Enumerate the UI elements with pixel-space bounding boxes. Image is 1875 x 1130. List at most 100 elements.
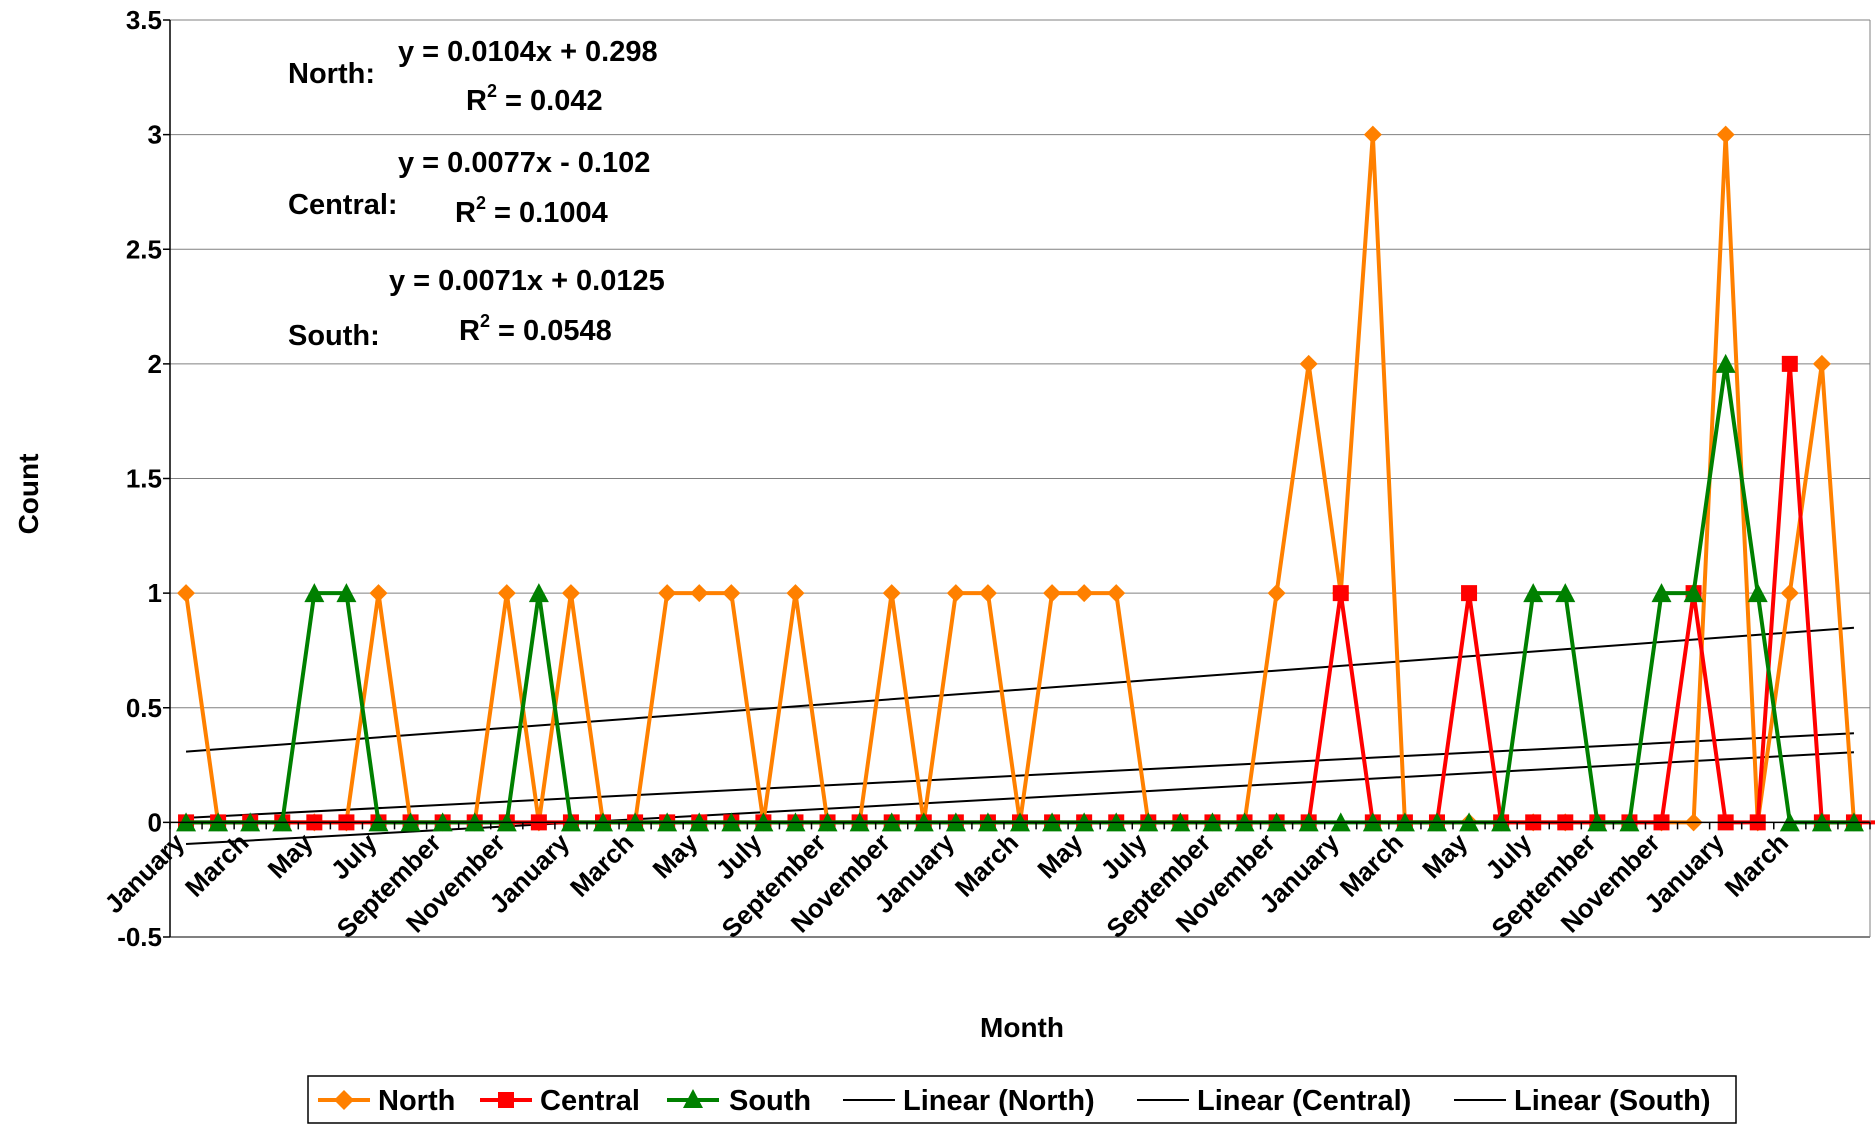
- y-tick-label: 2.5: [126, 234, 162, 264]
- legend-box: [307, 1075, 1737, 1124]
- data-point-south: [1523, 583, 1544, 603]
- y-tick-label: 3: [148, 120, 162, 150]
- annotation-central-r2-prefix: R: [455, 197, 476, 229]
- data-point-north: [690, 584, 709, 603]
- trendline-linear-south: [185, 732, 1855, 819]
- annotation-south-equation: y = 0.0071x + 0.0125: [389, 265, 665, 297]
- x-tick-label: May: [1416, 827, 1473, 884]
- legend: North Central South Linear (North) Linea…: [307, 1075, 1737, 1124]
- axes: [163, 19, 1871, 938]
- data-point-central: [1332, 585, 1349, 602]
- trendline-linear-north: [185, 626, 1855, 753]
- data-point-north: [497, 584, 516, 603]
- legend-label-linear-north: Linear (North): [903, 1085, 1095, 1117]
- data-point-north: [786, 584, 805, 603]
- annotation-north-r2-value: = 0.042: [497, 85, 603, 117]
- x-tick-label: May: [647, 827, 704, 884]
- x-tick-label: March: [179, 827, 254, 902]
- y-tick-label: 3.5: [126, 5, 162, 35]
- data-point-north: [946, 584, 965, 603]
- legend-marker-south: [683, 1089, 703, 1108]
- annotation-central-r2-value: = 0.1004: [486, 197, 608, 229]
- x-axis-title: Month: [980, 1012, 1064, 1043]
- trendlines: [185, 626, 1855, 845]
- annotation-north-r2-sup: 2: [487, 81, 497, 101]
- trendline-linear-central: [185, 751, 1855, 845]
- legend-label-central: Central: [540, 1085, 640, 1117]
- annotation-south-r2: R2 = 0.0548: [459, 311, 612, 347]
- legend-marker-central: [498, 1092, 514, 1108]
- data-point-north: [1812, 354, 1831, 373]
- y-tick-label: 1.5: [126, 464, 162, 494]
- data-point-north: [1267, 584, 1286, 603]
- x-tick-label: May: [1031, 827, 1088, 884]
- x-tick-label: January: [99, 827, 191, 919]
- data-point-north: [1075, 584, 1094, 603]
- annotation-north-r2-prefix: R: [466, 85, 487, 117]
- data-point-north: [1107, 584, 1126, 603]
- data-point-north: [561, 584, 580, 603]
- data-point-north: [369, 584, 388, 603]
- x-tick-label: July: [1479, 827, 1537, 885]
- legend-label-north: North: [378, 1085, 455, 1117]
- data-point-south: [304, 583, 325, 603]
- annotation-south-label: South:: [288, 320, 380, 352]
- annotation-south-r2-prefix: R: [459, 315, 480, 347]
- x-tick-label: March: [564, 827, 639, 902]
- annotation-north-label: North:: [288, 58, 375, 90]
- legend-marker-north: [334, 1090, 354, 1110]
- annotation-central-label: Central:: [288, 189, 398, 221]
- legend-label-south: South: [729, 1085, 811, 1117]
- annotation-north-equation: y = 0.0104x + 0.298: [398, 36, 658, 68]
- annotation-central: Central: y = 0.0077x - 0.102 R2 = 0.1004: [288, 147, 650, 229]
- data-point-south: [1555, 583, 1576, 603]
- y-tick-label: 1: [148, 578, 162, 608]
- data-point-south: [528, 583, 549, 603]
- data-point-north: [1716, 125, 1735, 144]
- annotation-north-r2: R2 = 0.042: [466, 81, 603, 117]
- y-axis-title: Count: [13, 454, 44, 535]
- data-point-south: [1715, 353, 1736, 373]
- data-point-north: [1780, 584, 1799, 603]
- legend-item-linear-south: Linear (South): [1454, 1085, 1711, 1117]
- annotation-south-r2-sup: 2: [480, 311, 490, 331]
- legend-item-linear-central: Linear (Central): [1137, 1085, 1411, 1117]
- y-tick-label: 0: [148, 807, 162, 837]
- gridlines: [170, 19, 1870, 823]
- data-point-north: [177, 584, 196, 603]
- legend-label-linear-south: Linear (South): [1514, 1085, 1711, 1117]
- annotation-central-r2: R2 = 0.1004: [455, 193, 608, 229]
- data-point-south: [1683, 583, 1704, 603]
- data-point-north: [978, 584, 997, 603]
- legend-item-linear-north: Linear (North): [843, 1085, 1095, 1117]
- y-tick-label: 2: [148, 349, 162, 379]
- data-point-south: [336, 583, 357, 603]
- x-tick-label: July: [1095, 827, 1153, 885]
- annotation-central-r2-sup: 2: [476, 193, 486, 213]
- y-tick-label: 0.5: [126, 693, 162, 723]
- data-point-south: [1747, 583, 1768, 603]
- annotation-south: South: y = 0.0071x + 0.0125 R2 = 0.0548: [288, 265, 665, 352]
- legend-item-north: North: [318, 1085, 455, 1117]
- x-tick-label: March: [949, 827, 1024, 902]
- x-tick-label: March: [1334, 827, 1409, 902]
- data-point-south: [1651, 583, 1672, 603]
- data-point-north: [1043, 584, 1062, 603]
- annotation-north: North: y = 0.0104x + 0.298 R2 = 0.042: [288, 36, 658, 117]
- x-tick-label: July: [710, 827, 768, 885]
- data-point-north: [658, 584, 677, 603]
- x-tick-label: May: [262, 827, 319, 884]
- data-point-north: [1363, 125, 1382, 144]
- data-point-north: [722, 584, 741, 603]
- data-point-north: [882, 584, 901, 603]
- legend-label-linear-central: Linear (Central): [1197, 1085, 1411, 1117]
- data-point-central: [1461, 585, 1478, 602]
- annotation-central-equation: y = 0.0077x - 0.102: [398, 147, 650, 179]
- y-tick-labels: -0.5 0 0.5 1 1.5 2 2.5 3 3.5: [117, 5, 162, 952]
- data-point-north: [1299, 354, 1318, 373]
- legend-item-south: South: [667, 1085, 811, 1117]
- y-tick-label: -0.5: [117, 922, 162, 952]
